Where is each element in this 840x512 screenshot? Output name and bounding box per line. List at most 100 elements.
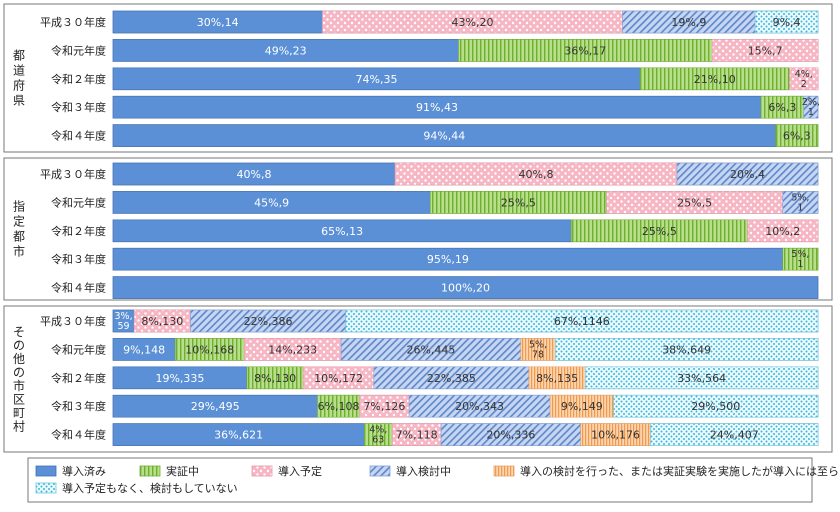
data-label: 8%,130: [141, 315, 183, 328]
data-label: 2%, 1: [802, 97, 820, 118]
group-label: 指定都市: [13, 199, 25, 259]
row-label: 平成３０年度: [40, 15, 106, 29]
row-label: 令和２年度: [51, 224, 106, 238]
data-label: 6%,108: [318, 400, 360, 413]
legend-label: 導入予定もなく、検討もしていない: [62, 481, 238, 495]
data-label: 30%,14: [197, 16, 239, 29]
data-label: 7%,118: [396, 429, 438, 442]
data-label: 8%,130: [254, 372, 296, 385]
data-label: 45%,9: [254, 196, 289, 209]
data-label: 10%,172: [314, 372, 363, 385]
legend-label: 導入済み: [62, 464, 106, 478]
data-label: 10%,168: [185, 343, 234, 356]
legend-swatch: [139, 465, 161, 477]
data-label: 49%,23: [265, 44, 307, 57]
bar-segment: [782, 247, 819, 271]
data-label: 5%, 1: [791, 249, 809, 270]
data-label: 65%,13: [321, 225, 363, 238]
row-label: 令和４年度: [51, 281, 106, 295]
data-label: 20%,343: [455, 400, 504, 413]
data-label: 20%,4: [730, 168, 765, 181]
data-label: 6%,3: [768, 101, 796, 114]
bar-segment: [585, 366, 819, 390]
bar-segment: [775, 124, 819, 147]
data-label: 19%,9: [671, 16, 706, 29]
group-panel: [3, 3, 833, 153]
data-label: 74%,35: [356, 73, 398, 86]
data-label: 15%,7: [748, 44, 783, 57]
data-label: 43%,20: [452, 16, 494, 29]
bar-segment: [345, 309, 819, 333]
data-label: 29%,500: [691, 400, 740, 413]
data-label: 22%,385: [427, 372, 476, 385]
data-label: 3%, 59: [115, 311, 133, 332]
row-label: 令和４年度: [51, 129, 106, 143]
row-label: 令和３年度: [51, 399, 106, 413]
data-label: 21%,10: [694, 73, 736, 86]
legend-label: 導入検討中: [396, 464, 451, 478]
bar-segment: [650, 423, 819, 446]
legend-swatch: [493, 465, 515, 477]
data-label: 91%,43: [416, 101, 458, 114]
legend-swatch: [35, 465, 57, 477]
row-label: 令和４年度: [51, 428, 106, 442]
data-label: 29%,495: [191, 400, 240, 413]
group-label: その他の市区町村: [13, 325, 25, 434]
data-label: 40%,8: [519, 168, 554, 181]
row-label: 令和元年度: [51, 195, 106, 209]
bar-segment: [555, 338, 819, 361]
row-label: 令和２年度: [51, 72, 106, 86]
data-label: 100%,20: [441, 282, 490, 295]
row-label: 平成３０年度: [40, 314, 106, 328]
data-label: 25%,5: [501, 196, 536, 209]
group-panel: [3, 305, 833, 453]
data-label: 9%,148: [123, 343, 165, 356]
data-label: 22%,386: [244, 315, 293, 328]
data-label: 10%,176: [591, 429, 640, 442]
row-label: 令和２年度: [51, 371, 106, 385]
row-label: 令和元年度: [51, 43, 106, 57]
data-label: 9%,4: [773, 16, 801, 29]
legend-label: 実証中: [166, 464, 199, 478]
data-label: 26%,445: [406, 343, 455, 356]
bar-segment: [613, 394, 819, 418]
data-label: 5%, 1: [791, 192, 809, 213]
data-label: 14%,233: [268, 343, 317, 356]
data-label: 36%,17: [564, 44, 606, 57]
legend-box: [27, 457, 813, 503]
data-label: 9%,149: [561, 400, 603, 413]
data-label: 33%,564: [677, 372, 726, 385]
data-label: 94%,44: [423, 130, 465, 143]
data-label: 40%,8: [237, 168, 272, 181]
legend-swatch: [369, 465, 391, 477]
bar-segment: [711, 39, 819, 62]
legend-swatch: [251, 465, 273, 477]
data-label: 5%, 78: [529, 339, 547, 360]
row-label: 平成３０年度: [40, 167, 106, 181]
data-label: 6%,3: [783, 130, 811, 143]
data-label: 20%,336: [486, 429, 535, 442]
bar-segment: [676, 162, 819, 186]
bar-segment: [789, 67, 819, 91]
bar-segment: [747, 219, 819, 243]
data-label: 95%,19: [427, 253, 469, 266]
data-label: 7%,126: [363, 400, 405, 413]
data-label: 67%,1146: [554, 315, 610, 328]
data-label: 19%,335: [155, 372, 204, 385]
bar-segment: [112, 276, 819, 299]
data-label: 10%,2: [765, 225, 800, 238]
bar-segment: [754, 10, 819, 34]
bar-segment: [803, 95, 819, 119]
row-label: 令和３年度: [51, 100, 106, 114]
legend-label: 導入予定: [278, 464, 322, 478]
data-label: 4%, 2: [795, 69, 813, 90]
group-panel: [3, 157, 833, 301]
data-label: 36%,621: [214, 429, 263, 442]
data-label: 24%,407: [710, 429, 759, 442]
row-label: 令和３年度: [51, 252, 106, 266]
data-label: 4%, 63: [369, 425, 387, 446]
data-label: 38%,649: [662, 343, 711, 356]
data-label: 25%,5: [677, 196, 712, 209]
